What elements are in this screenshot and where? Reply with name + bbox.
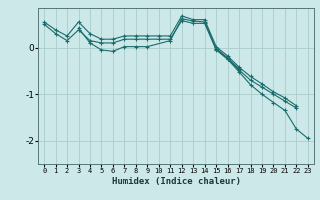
X-axis label: Humidex (Indice chaleur): Humidex (Indice chaleur) <box>111 177 241 186</box>
